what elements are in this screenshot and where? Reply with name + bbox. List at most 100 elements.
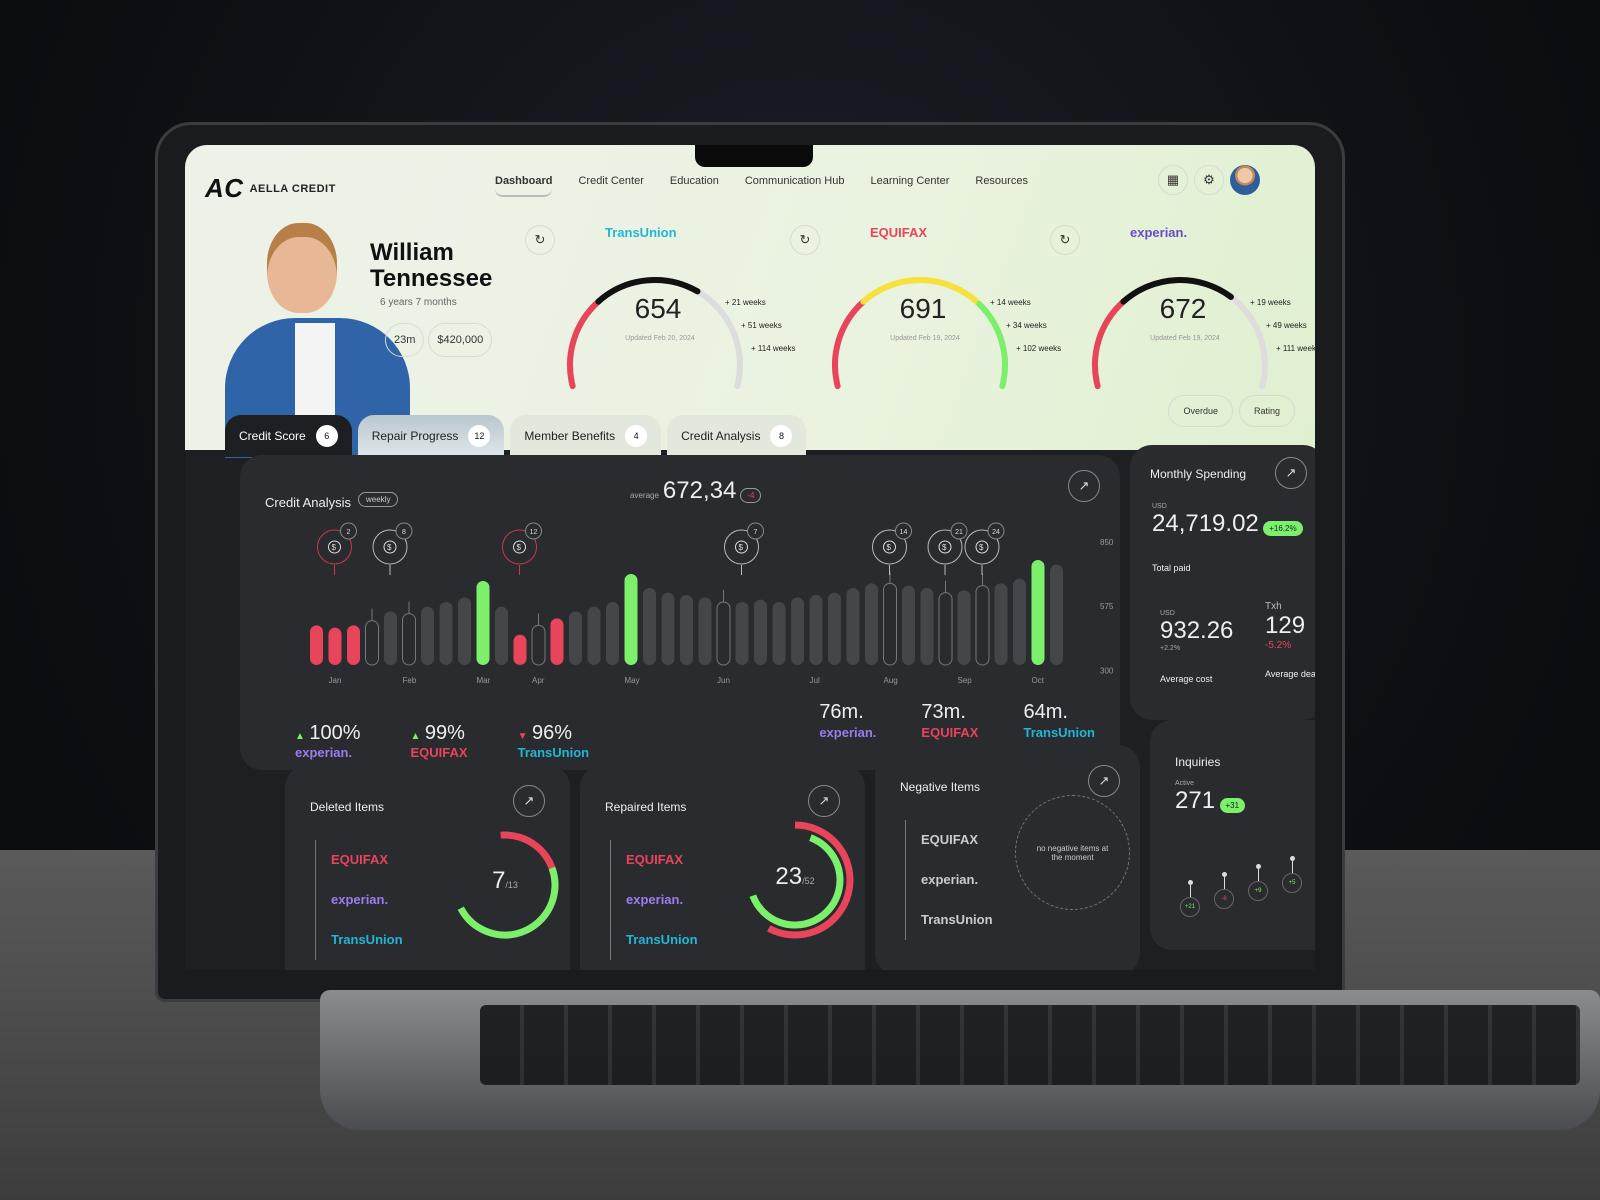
inquiry-change: -8 bbox=[1214, 872, 1234, 909]
updated-date: Updated Feb 19, 2024 bbox=[1150, 335, 1220, 342]
expand-arrow-icon[interactable]: ↗ bbox=[513, 785, 545, 817]
tab-member-benefits[interactable]: Member Benefits 4 bbox=[510, 415, 662, 457]
deleted-ring: 7/13 bbox=[445, 825, 565, 945]
negative-empty-state: no negative items at the moment bbox=[1015, 795, 1130, 910]
chart-bar bbox=[828, 592, 841, 665]
marker-circle bbox=[872, 529, 907, 565]
total-badge: +16.2% bbox=[1263, 521, 1303, 536]
refresh-icon[interactable]: ↻ bbox=[525, 225, 555, 255]
score-value: 654 bbox=[634, 293, 682, 324]
filter-group: Overdue Rating bbox=[1168, 395, 1295, 427]
negative-items-card: Negative Items ↗ EQUIFAX experian. TransUn… bbox=[875, 745, 1140, 970]
pin-icon bbox=[1187, 880, 1193, 885]
section-tabs: Credit Score 6 Repair Progress 12 Member B… bbox=[225, 415, 807, 457]
deals-delta: -5.2% bbox=[1265, 640, 1292, 651]
term-pill: 23m bbox=[385, 323, 425, 357]
month-label: Jun bbox=[717, 676, 730, 685]
equifax-logo: EQUIFAX bbox=[331, 852, 389, 867]
laptop-screen: AC AELLA CREDIT Dashboard Credit Center E… bbox=[185, 145, 1315, 970]
week-item: + 111 weeks bbox=[1276, 344, 1315, 353]
chart-bar bbox=[661, 592, 675, 665]
month-label: Oct bbox=[1032, 676, 1045, 685]
main-nav: Dashboard Credit Center Education Commun… bbox=[495, 175, 1028, 197]
marker-count-badge bbox=[747, 522, 764, 540]
filter-rating[interactable]: Rating bbox=[1238, 395, 1295, 427]
month-label: Apr bbox=[532, 676, 545, 685]
percent-value: 99% bbox=[424, 722, 465, 744]
profile-name: William Tennessee bbox=[370, 240, 492, 292]
marker-count-badge bbox=[895, 522, 912, 540]
calendar-icon[interactable]: ▦ bbox=[1158, 165, 1188, 195]
avg-cost-value: 932.26 bbox=[1160, 617, 1234, 644]
nav-communication-hub[interactable]: Communication Hub bbox=[744, 175, 845, 187]
repaired-items-card: Repaired Items ↗ EQUIFAX experian. TransUn… bbox=[580, 765, 865, 970]
pin-icon bbox=[1255, 864, 1261, 869]
logo-mark: AC bbox=[205, 173, 244, 203]
chart-bar bbox=[495, 606, 508, 665]
triangle-up-icon: ▲ bbox=[295, 731, 305, 742]
tab-repair-progress[interactable]: Repair Progress 12 bbox=[357, 415, 505, 457]
dollar-glyph: $ bbox=[387, 543, 392, 552]
nav-education[interactable]: Education bbox=[669, 175, 719, 187]
chart-bar bbox=[865, 583, 878, 665]
nav-dashboard[interactable]: Dashboard bbox=[495, 175, 553, 197]
expand-arrow-icon[interactable]: ↗ bbox=[1068, 470, 1100, 502]
tab-count: 4 bbox=[625, 425, 648, 447]
updated-date: Updated Feb 19, 2024 bbox=[890, 335, 960, 342]
deleted-value: 7 bbox=[492, 867, 506, 894]
gauge-arc bbox=[1092, 298, 1127, 390]
period-select[interactable]: weekly bbox=[358, 492, 399, 507]
month-label: Jan bbox=[329, 676, 342, 685]
nav-credit-center[interactable]: Credit Center bbox=[578, 175, 644, 187]
expand-arrow-icon[interactable]: ↗ bbox=[808, 785, 840, 817]
change-value: -8 bbox=[1214, 889, 1234, 909]
chart-bar bbox=[902, 585, 915, 665]
refresh-icon[interactable]: ↻ bbox=[790, 225, 820, 255]
tab-credit-score[interactable]: Credit Score 6 bbox=[225, 415, 352, 457]
bureau-duration: 76m. experian. bbox=[819, 701, 876, 742]
chart-bar bbox=[920, 588, 934, 665]
marker-count: 2 bbox=[347, 529, 351, 536]
bureau-logo: EQUIFAX bbox=[410, 745, 468, 760]
card-title: Deleted Items bbox=[310, 800, 385, 814]
logo[interactable]: AC AELLA CREDIT bbox=[205, 173, 336, 204]
deals-label: Average deals bbox=[1265, 669, 1315, 679]
chart-bar bbox=[957, 590, 971, 665]
experian-logo: experian. bbox=[921, 872, 979, 887]
refresh-icon[interactable]: ↻ bbox=[1050, 225, 1080, 255]
credit-analysis-card: Credit Analysis weekly average 672,34 -4 ↗… bbox=[240, 455, 1120, 770]
expand-arrow-icon[interactable]: ↗ bbox=[1275, 457, 1307, 489]
chart-bar bbox=[531, 624, 546, 666]
dollar-glyph: $ bbox=[332, 543, 337, 552]
tab-credit-analysis[interactable]: Credit Analysis 8 bbox=[667, 415, 807, 457]
score-value: 691 bbox=[899, 293, 947, 324]
bureau-percent: ▲ 100% experian. bbox=[295, 722, 361, 760]
dollar-icon bbox=[735, 540, 748, 554]
chart-bar bbox=[975, 585, 990, 666]
chart-bar bbox=[365, 620, 379, 666]
marker-count-badge bbox=[395, 522, 413, 540]
dollar-icon bbox=[975, 540, 989, 554]
week-projections: + 19 weeks + 49 weeks + 111 weeks bbox=[1250, 291, 1315, 360]
user-avatar[interactable] bbox=[1230, 165, 1260, 195]
repaired-value: 23 bbox=[775, 863, 803, 890]
expand-arrow-icon[interactable]: ↗ bbox=[1088, 765, 1120, 797]
first-name: William bbox=[370, 239, 454, 266]
chart-bar bbox=[1050, 564, 1063, 665]
nav-learning-center[interactable]: Learning Center bbox=[870, 175, 950, 187]
bureau-logo: experian. bbox=[295, 745, 353, 760]
dollar-glyph: $ bbox=[887, 543, 892, 552]
gear-icon[interactable]: ⚙ bbox=[1194, 165, 1224, 195]
inquiry-changes: +21-8+9+5-11+31 bbox=[1180, 840, 1315, 940]
chart-bar bbox=[421, 606, 434, 665]
bureau-durations: 76m. experian. 73m. EQUIFAX 64m. TransUnion bbox=[819, 701, 1095, 742]
chart-bar bbox=[513, 634, 527, 665]
month-label: Mar bbox=[477, 676, 491, 685]
avg-label: average bbox=[630, 491, 659, 500]
filter-overdue[interactable]: Overdue bbox=[1168, 395, 1233, 427]
nav-resources[interactable]: Resources bbox=[975, 175, 1028, 187]
duration-value: 64m. bbox=[1023, 701, 1068, 723]
marker-count-badge bbox=[950, 522, 968, 540]
deleted-total: /13 bbox=[505, 880, 518, 890]
chart-bar bbox=[994, 583, 1008, 665]
